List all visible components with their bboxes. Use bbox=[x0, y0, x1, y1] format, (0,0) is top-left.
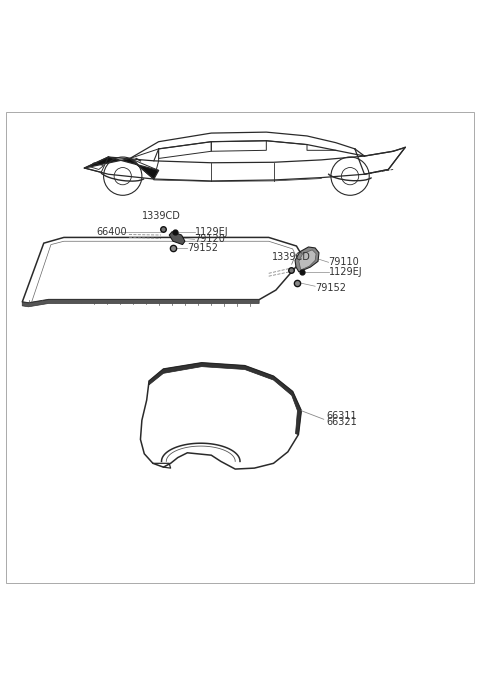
Polygon shape bbox=[169, 231, 185, 245]
Text: 79110: 79110 bbox=[328, 257, 360, 268]
Polygon shape bbox=[22, 300, 259, 306]
Polygon shape bbox=[84, 157, 158, 179]
Text: 79152: 79152 bbox=[187, 243, 218, 253]
Text: 79120: 79120 bbox=[194, 234, 226, 245]
Text: 1129EJ: 1129EJ bbox=[194, 227, 228, 237]
Text: 1339CD: 1339CD bbox=[272, 252, 311, 262]
Text: 66311: 66311 bbox=[326, 411, 357, 421]
Text: 66321: 66321 bbox=[326, 417, 357, 427]
Polygon shape bbox=[149, 363, 301, 434]
Polygon shape bbox=[295, 247, 319, 272]
Text: 66400: 66400 bbox=[96, 227, 127, 237]
Text: 79152: 79152 bbox=[315, 283, 346, 293]
Text: 1339CD: 1339CD bbox=[142, 211, 180, 221]
Polygon shape bbox=[299, 250, 316, 270]
Text: 1129EJ: 1129EJ bbox=[328, 267, 362, 277]
